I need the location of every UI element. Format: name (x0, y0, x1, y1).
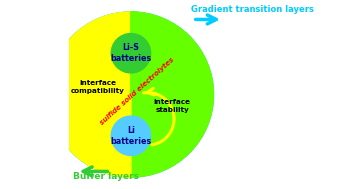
Wedge shape (89, 94, 131, 177)
Text: Gradient transition layers: Gradient transition layers (191, 5, 314, 14)
Text: sulfide solid electrolytes: sulfide solid electrolytes (99, 56, 176, 125)
Text: Buffer layers: Buffer layers (73, 172, 139, 181)
Text: interface
compatibility: interface compatibility (71, 80, 125, 94)
Circle shape (48, 12, 214, 177)
Circle shape (111, 33, 151, 73)
Wedge shape (131, 12, 214, 177)
Wedge shape (48, 12, 131, 177)
Text: interface
stability: interface stability (154, 99, 191, 112)
Text: Li-S
batteries: Li-S batteries (110, 43, 152, 63)
Circle shape (111, 116, 151, 156)
Wedge shape (131, 12, 172, 94)
Text: Li
batteries: Li batteries (110, 126, 152, 146)
